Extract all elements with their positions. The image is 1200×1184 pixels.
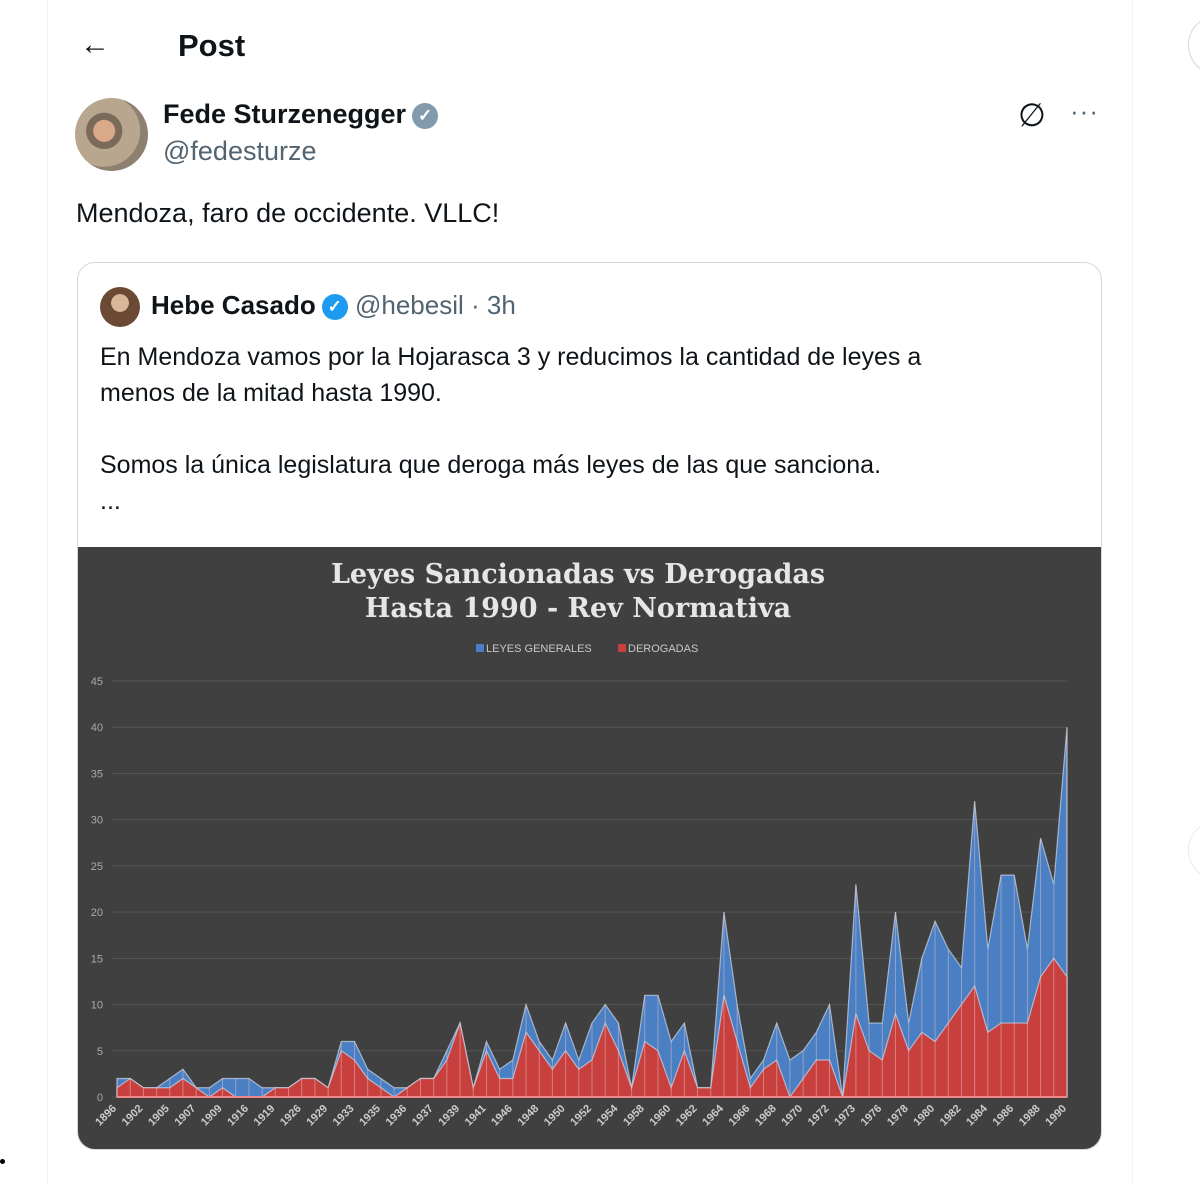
- x-tick-label: 1962: [674, 1103, 700, 1129]
- avatar[interactable]: [75, 98, 148, 171]
- verified-badge-icon: ✓: [321, 294, 348, 320]
- quote-avatar: [100, 287, 140, 327]
- x-tick-label: 1954: [595, 1102, 621, 1128]
- x-tick-label: 1976: [859, 1103, 885, 1129]
- x-tick-label: 1988: [1017, 1103, 1043, 1129]
- x-tick-label: 1950: [542, 1103, 568, 1129]
- x-tick-label: 1935: [357, 1103, 383, 1129]
- quote-author: Hebe Casado ✓ @hebesil · 3h: [151, 290, 516, 321]
- verified-badge-icon: ✓: [412, 103, 439, 129]
- y-tick-label: 35: [91, 768, 103, 780]
- x-tick-label: 1978: [885, 1103, 911, 1129]
- arrow-left-icon[interactable]: ←: [80, 28, 110, 61]
- x-tick-label: 1907: [172, 1103, 198, 1129]
- quoted-post[interactable]: Hebe Casado ✓ @hebesil · 3h En Mendoza va…: [77, 262, 1102, 1150]
- quote-author-name: Hebe Casado: [151, 290, 316, 320]
- x-tick-label: 1984: [964, 1102, 990, 1128]
- x-tick-label: 1960: [647, 1103, 673, 1129]
- more-icon[interactable]: ···: [1070, 96, 1099, 126]
- x-tick-label: 1916: [225, 1103, 251, 1129]
- quote-handle: @hebesil: [354, 290, 464, 320]
- y-tick-label: 20: [91, 907, 103, 919]
- quote-sep: ·: [471, 290, 480, 320]
- x-tick-label: 1958: [621, 1103, 647, 1129]
- x-tick-label: 1905: [146, 1103, 172, 1129]
- author-name-text: Fede Sturzenegger: [163, 99, 407, 129]
- main-column: [47, 0, 1133, 1184]
- x-tick-label: 1919: [252, 1103, 278, 1129]
- x-tick-label: 1968: [753, 1103, 779, 1129]
- y-tick-label: 15: [91, 953, 103, 965]
- x-tick-label: 1986: [991, 1103, 1017, 1129]
- x-tick-label: 1990: [1043, 1103, 1069, 1129]
- dot: [0, 1159, 5, 1164]
- x-tick-label: 1948: [516, 1103, 542, 1129]
- chart-title: Leyes Sancionadas vs Derogadas: [331, 559, 825, 590]
- legend-label: LEYES GENERALES: [486, 643, 592, 655]
- x-tick-label: 1941: [463, 1103, 489, 1129]
- post-text: Mendoza, faro de occidente. VLLC!: [76, 198, 500, 228]
- legend-label: DEROGADAS: [628, 643, 698, 655]
- x-tick-label: 1946: [489, 1103, 515, 1129]
- y-tick-label: 0: [97, 1092, 103, 1104]
- chart-image: Leyes Sancionadas vs Derogadas Hasta 1990…: [78, 547, 1101, 1149]
- sidebar-circle: [1188, 15, 1200, 75]
- y-tick-label: 40: [91, 722, 103, 734]
- area-derogadas: [116, 957, 1068, 1099]
- legend-swatch: [618, 644, 626, 652]
- x-tick-label: 1896: [93, 1103, 119, 1129]
- x-tick-label: 1982: [938, 1103, 964, 1129]
- author-name[interactable]: Fede Sturzenegger ✓: [163, 99, 439, 130]
- quote-time: 3h: [486, 290, 516, 320]
- y-tick-label: 25: [91, 861, 103, 873]
- x-tick-label: 1939: [436, 1103, 462, 1129]
- x-tick-label: 1936: [384, 1103, 410, 1129]
- y-tick-label: 45: [91, 676, 103, 688]
- sidebar-circle: [1188, 820, 1200, 880]
- x-tick-label: 1966: [727, 1103, 753, 1129]
- x-tick-label: 1973: [832, 1103, 858, 1129]
- x-tick-label: 1964: [700, 1102, 726, 1128]
- legend-swatch: [476, 644, 484, 652]
- x-tick-label: 1909: [199, 1103, 225, 1129]
- x-tick-label: 1972: [806, 1103, 832, 1129]
- x-tick-label: 1902: [120, 1103, 146, 1129]
- x-tick-label: 1926: [278, 1103, 304, 1129]
- y-tick-label: 5: [97, 1046, 103, 1058]
- author-handle[interactable]: @fedesturze: [163, 136, 317, 166]
- x-tick-label: 1980: [911, 1103, 937, 1129]
- page-title: Post: [178, 28, 246, 63]
- x-tick-label: 1933: [331, 1103, 357, 1129]
- y-tick-label: 30: [91, 815, 103, 827]
- x-tick-label: 1937: [410, 1103, 436, 1129]
- x-tick-label: 1970: [779, 1103, 805, 1129]
- chart-title: Hasta 1990 - Rev Normativa: [365, 593, 791, 624]
- quote-text: En Mendoza vamos por la Hojarasca 3 y re…: [100, 343, 922, 515]
- x-tick-label: 1929: [304, 1103, 330, 1129]
- grok-icon[interactable]: ∅: [1018, 97, 1046, 133]
- y-tick-label: 10: [91, 1000, 103, 1012]
- x-tick-label: 1952: [568, 1103, 594, 1129]
